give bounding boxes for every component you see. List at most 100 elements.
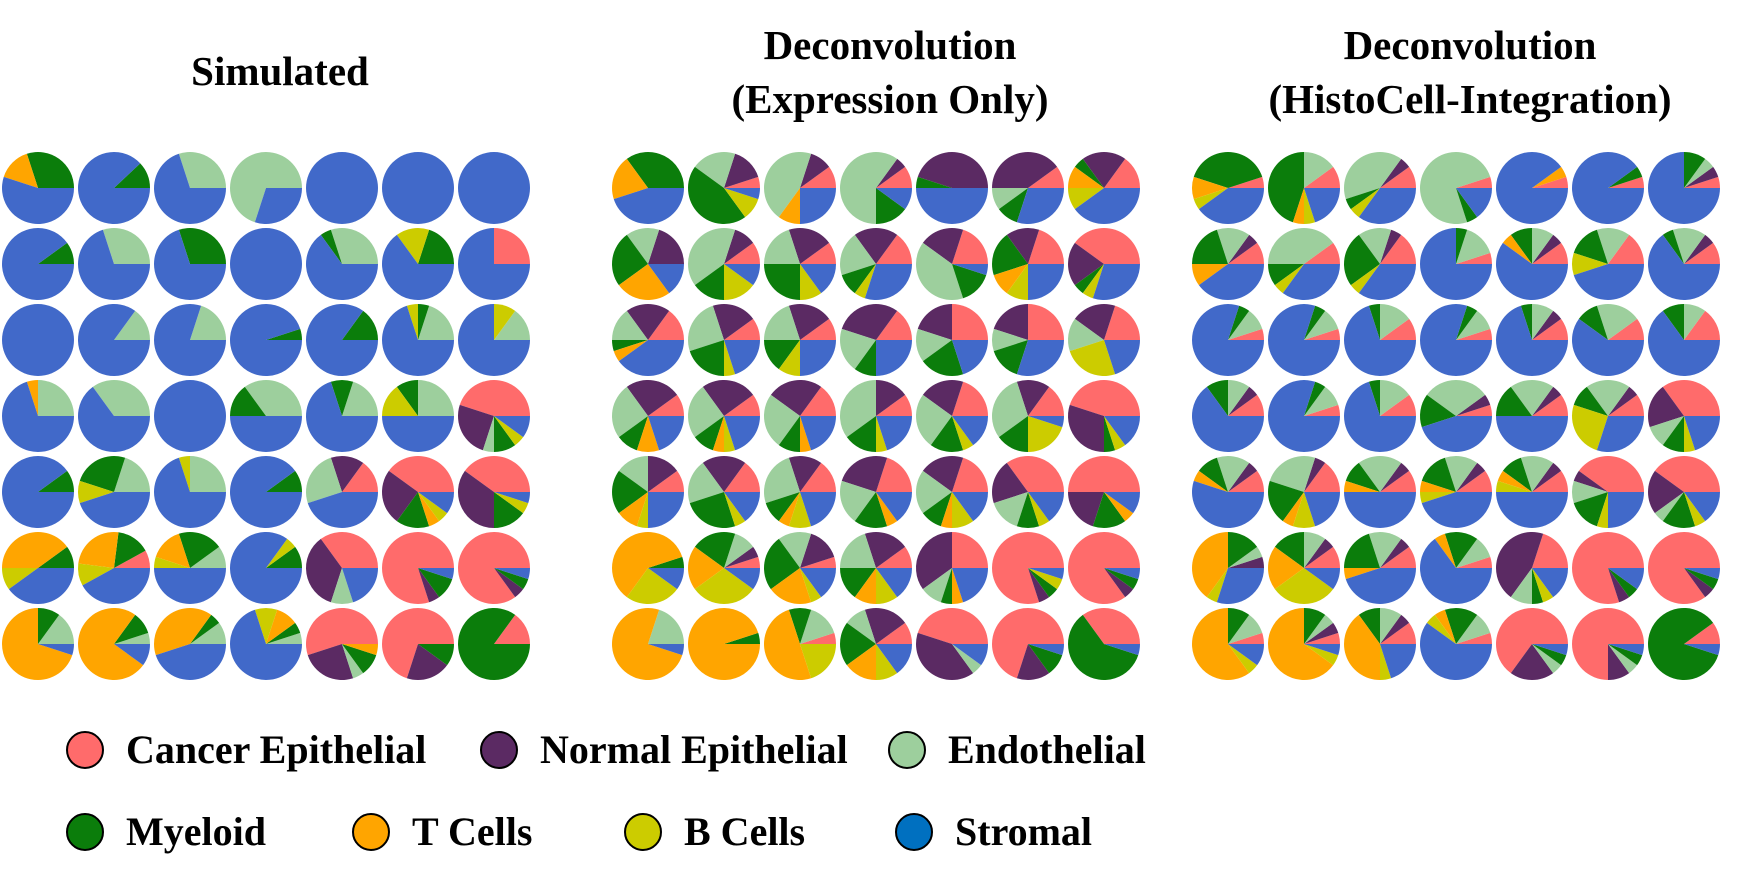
pie-slice bbox=[1028, 166, 1064, 188]
pie-slice bbox=[993, 304, 1028, 340]
pie-slice bbox=[1028, 416, 1064, 428]
pie-chart bbox=[306, 456, 378, 528]
pie-slice bbox=[78, 532, 119, 568]
pie-slice bbox=[1304, 546, 1340, 568]
pie-chart bbox=[457, 456, 530, 528]
pie-slice bbox=[458, 304, 530, 376]
pie-slice bbox=[1496, 386, 1532, 416]
pie-slice bbox=[876, 166, 912, 188]
pie-slice bbox=[1596, 304, 1638, 340]
pie-slice bbox=[788, 304, 830, 340]
panel-title-line: Deconvolution bbox=[1343, 22, 1597, 68]
pie-slice bbox=[114, 614, 149, 644]
pie-slice bbox=[1662, 416, 1684, 452]
pie-slice bbox=[612, 608, 683, 681]
pie-chart bbox=[1496, 456, 1568, 528]
pie-slice bbox=[840, 380, 876, 438]
pie-slice bbox=[648, 644, 684, 656]
pie-slice bbox=[1380, 462, 1410, 492]
pie-chart bbox=[2, 228, 75, 300]
pie-chart bbox=[992, 152, 1064, 224]
pie-slice bbox=[876, 492, 898, 527]
pie-slice bbox=[1573, 264, 1644, 301]
pie-slice bbox=[764, 229, 800, 264]
pie-chart bbox=[916, 304, 988, 376]
pie-slice bbox=[764, 394, 800, 446]
pie-slice bbox=[876, 492, 912, 522]
pie-slice bbox=[688, 228, 736, 286]
pie-slice bbox=[1510, 568, 1532, 604]
pie-slice bbox=[388, 456, 455, 492]
pie-slice bbox=[2, 568, 38, 590]
pie-slice bbox=[266, 328, 302, 340]
pie-slice bbox=[648, 470, 684, 492]
pie-slice bbox=[876, 644, 898, 680]
pie-slice bbox=[952, 532, 988, 568]
pie-slice bbox=[764, 538, 800, 590]
pie-chart bbox=[1496, 532, 1568, 604]
pie-slice bbox=[1532, 228, 1554, 264]
legend-item: T Cells bbox=[352, 808, 532, 855]
pie-slice bbox=[1608, 644, 1630, 680]
pie-chart bbox=[458, 380, 530, 452]
pie-slice bbox=[1608, 568, 1630, 603]
pie-chart bbox=[1648, 456, 1720, 528]
pie-slice bbox=[1496, 492, 1568, 528]
pie-slice bbox=[306, 152, 378, 224]
pie-slice bbox=[114, 532, 146, 568]
pie-slice bbox=[3, 153, 38, 188]
pie-slice bbox=[1344, 533, 1380, 568]
pie-slice bbox=[1104, 568, 1134, 598]
pie-chart bbox=[458, 608, 530, 680]
pie-slice bbox=[770, 380, 822, 416]
pie-slice bbox=[1684, 176, 1720, 188]
pie-slice bbox=[1662, 380, 1720, 416]
pie-slice bbox=[230, 532, 302, 604]
pie-slice bbox=[38, 644, 74, 656]
pie-slice bbox=[618, 340, 684, 376]
pie-slice bbox=[1068, 318, 1104, 352]
pie-slice bbox=[724, 546, 759, 568]
pie-slice bbox=[1104, 568, 1140, 580]
pie-slice bbox=[800, 609, 835, 644]
pie-slice bbox=[254, 188, 302, 224]
pie-slice bbox=[1104, 340, 1140, 375]
pie-slice bbox=[992, 608, 1064, 679]
pie-slice bbox=[1274, 568, 1334, 604]
pie-slice bbox=[1572, 404, 1608, 451]
pie-slice bbox=[1596, 416, 1644, 453]
pie-chart bbox=[992, 608, 1064, 680]
pie-chart bbox=[992, 228, 1064, 300]
pie-slice bbox=[266, 470, 302, 492]
pie-slice bbox=[78, 229, 150, 300]
pie-slice bbox=[1608, 568, 1638, 598]
pie-chart bbox=[1420, 151, 1492, 224]
pie-slice bbox=[178, 456, 190, 492]
pie-slice bbox=[1532, 568, 1544, 604]
pie-slice bbox=[916, 632, 974, 681]
pie-slice bbox=[712, 304, 754, 340]
pie-slice bbox=[876, 380, 906, 416]
pie-slice bbox=[1358, 264, 1416, 300]
pie-slice bbox=[1268, 264, 1304, 286]
pie-chart bbox=[992, 456, 1064, 528]
pie-chart bbox=[154, 380, 226, 452]
pie-slice bbox=[178, 152, 226, 188]
pie-slice bbox=[993, 264, 1028, 294]
panel-histocell-integration: Deconvolution (HistoCell-Integration) bbox=[1190, 0, 1737, 700]
pie-slice bbox=[1380, 380, 1410, 416]
pie-slice bbox=[1380, 546, 1416, 568]
pie-slice bbox=[724, 242, 760, 264]
pie-slice bbox=[1344, 480, 1380, 492]
pie-chart bbox=[840, 304, 912, 376]
pie-slice bbox=[1304, 310, 1339, 340]
pie-slice bbox=[724, 340, 760, 375]
pie-slice bbox=[1532, 533, 1568, 568]
pie-slice bbox=[1608, 644, 1643, 666]
pie-chart bbox=[840, 608, 912, 680]
pie-slice bbox=[1304, 188, 1340, 223]
pie-slice bbox=[418, 644, 454, 666]
pie-chart bbox=[764, 228, 836, 300]
pie-slice bbox=[1380, 166, 1416, 188]
pie-slice bbox=[724, 492, 746, 527]
